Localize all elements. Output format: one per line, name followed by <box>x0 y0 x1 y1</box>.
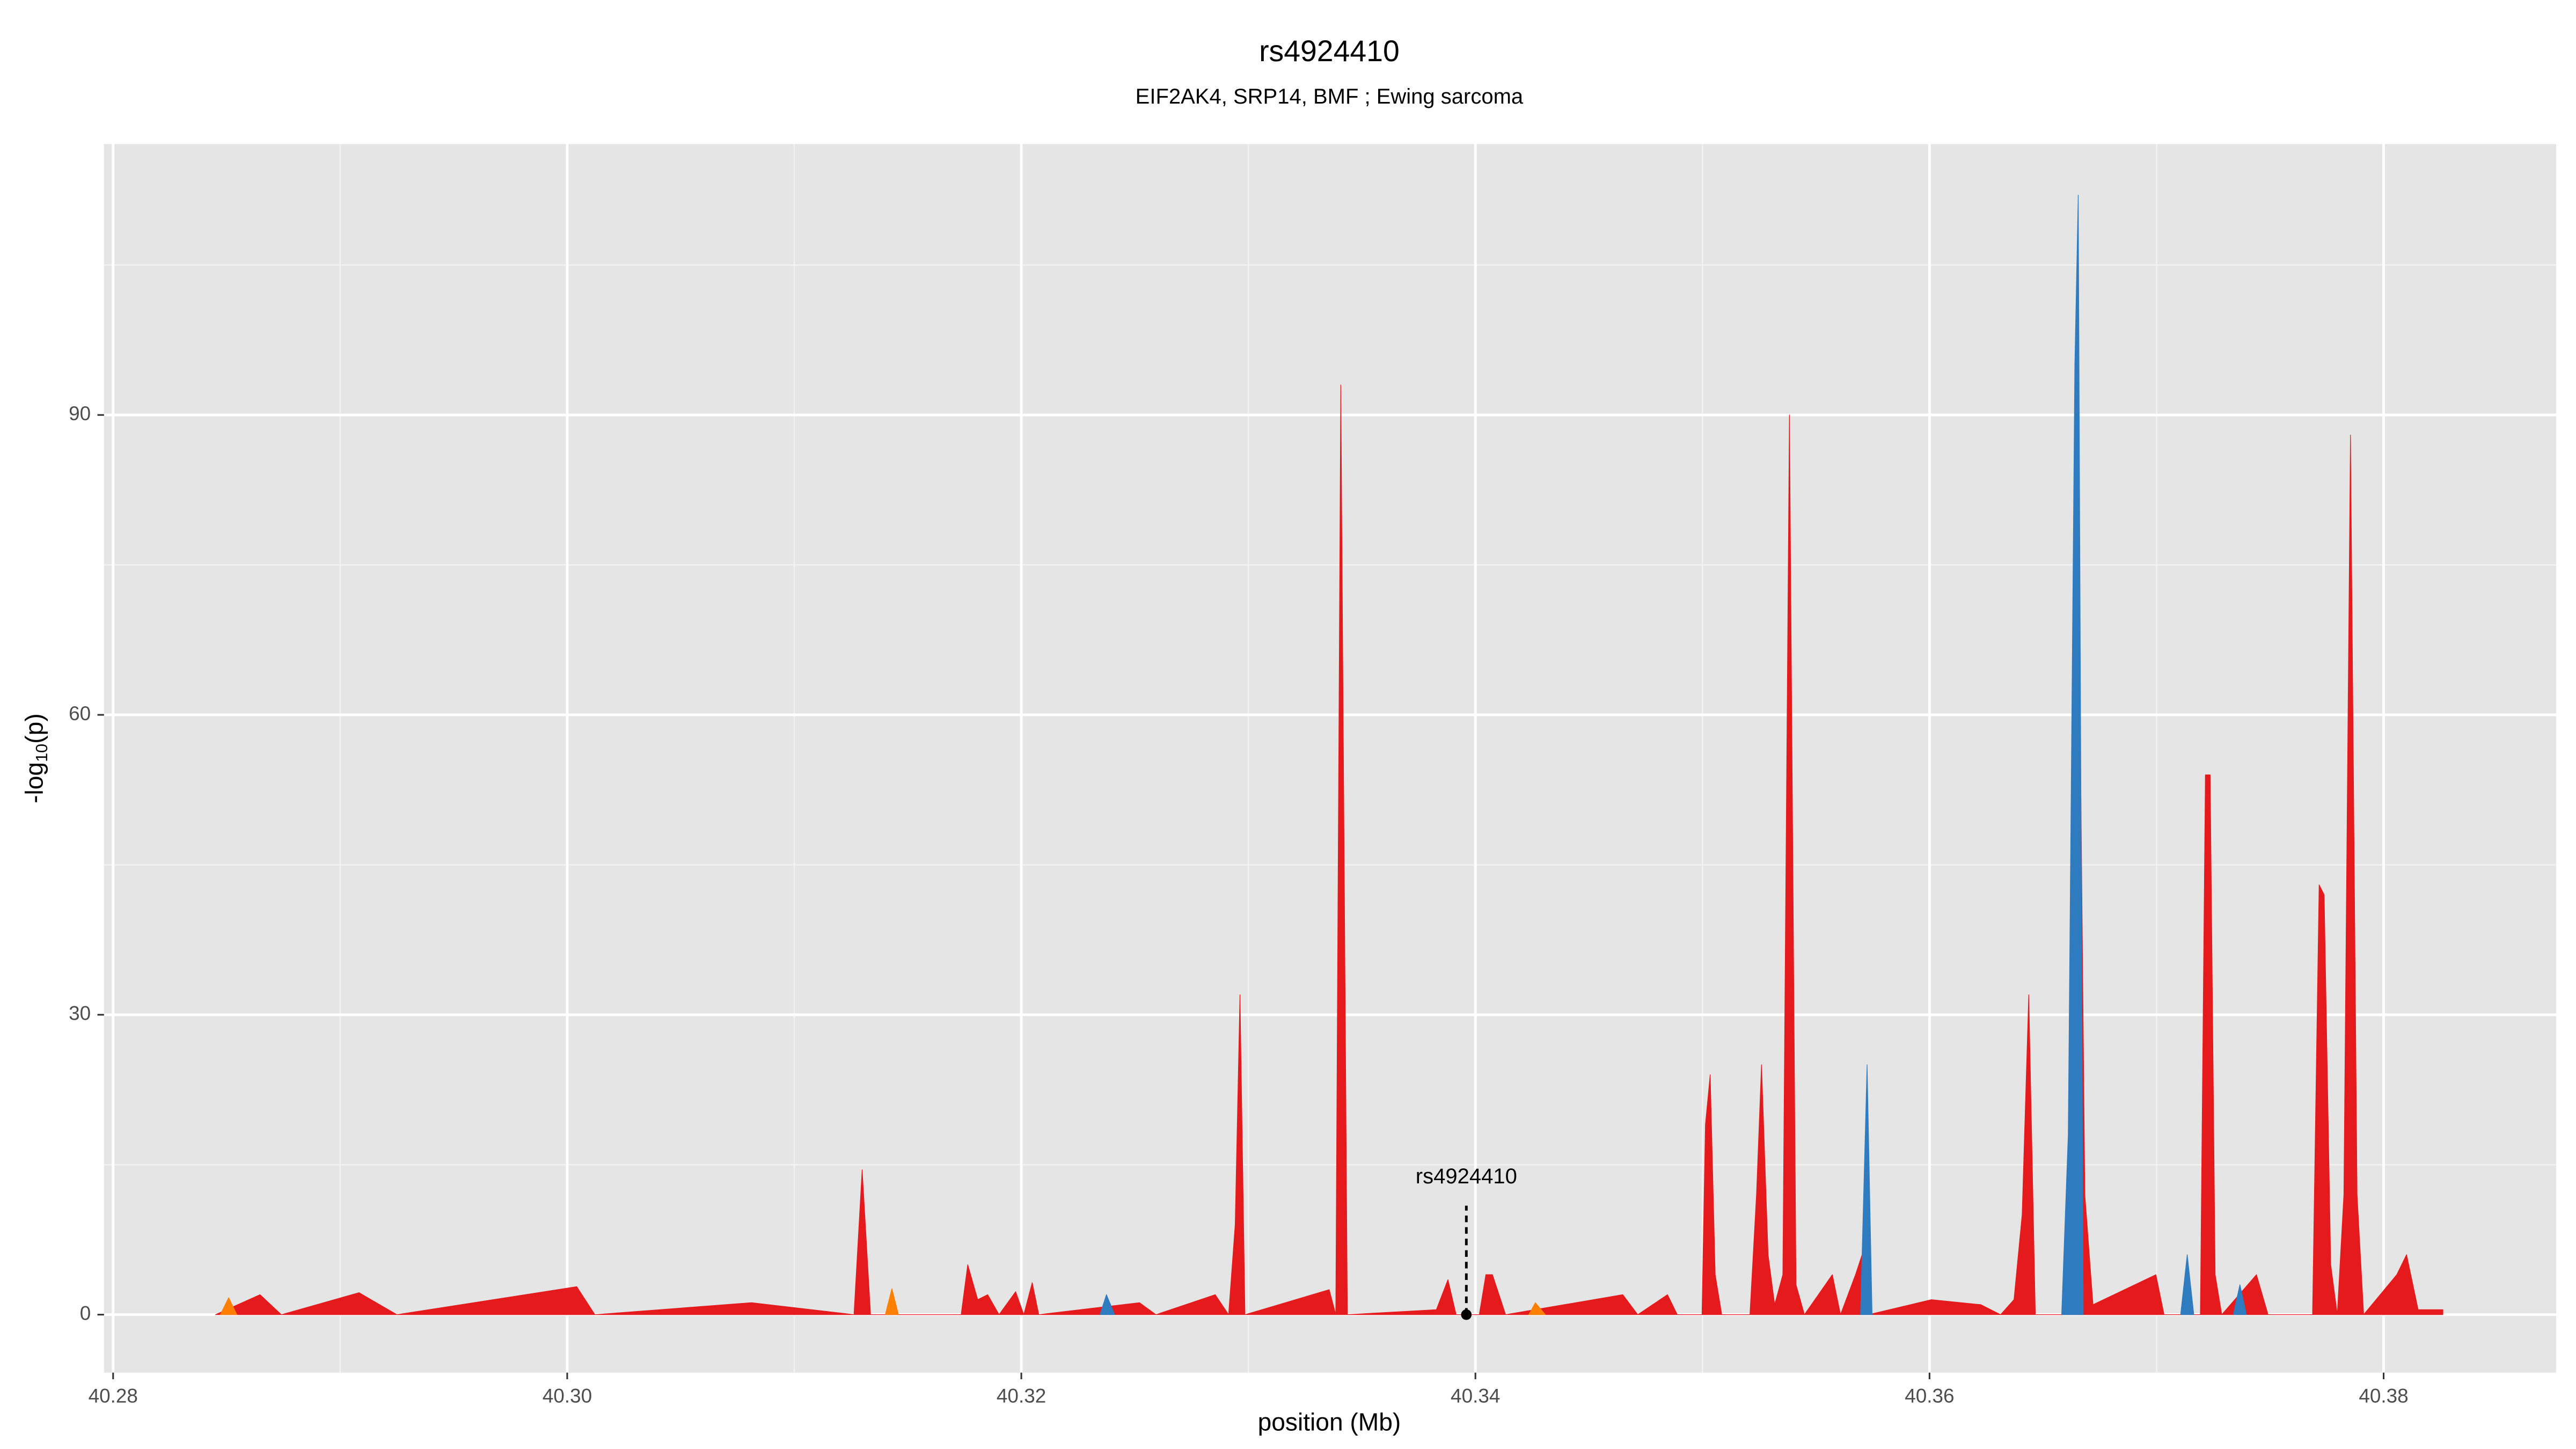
y-axis-title: -log10(p) <box>20 713 51 803</box>
y-tick-label: 0 <box>80 1302 91 1324</box>
area <box>1099 194 2247 1315</box>
grid <box>104 144 2557 1373</box>
area <box>219 1288 1546 1315</box>
y-axis-title-subscript: 10 <box>32 744 51 762</box>
axes: 40.28 40.30 40.32 40.34 40.36 40.38 0 30 60 90 <box>69 402 2409 1407</box>
x-axis-title: position (Mb) <box>1258 1408 1401 1436</box>
chart-title: rs4924410 <box>1259 34 1400 68</box>
x-tick-label: 40.36 <box>1905 1385 1954 1407</box>
annotation-point <box>1461 1309 1472 1320</box>
x-tick-label: 40.38 <box>2359 1385 2408 1407</box>
y-axis-title-part: (p) <box>20 713 48 743</box>
marks: rs4924410 <box>215 194 2443 1320</box>
y-tick-label: 90 <box>69 402 91 425</box>
y-tick-label: 30 <box>69 1002 91 1024</box>
x-tick-label: 40.32 <box>997 1385 1046 1407</box>
area <box>215 364 2443 1315</box>
annotation-label: rs4924410 <box>1416 1165 1517 1188</box>
x-tick-label: 40.34 <box>1451 1385 1500 1407</box>
y-axis-title-part: -log <box>20 762 48 803</box>
plot-panel <box>104 144 2557 1373</box>
x-tick-label: 40.30 <box>543 1385 592 1407</box>
x-tick-label: 40.28 <box>89 1385 138 1407</box>
y-tick-label: 60 <box>69 702 91 724</box>
chart-subtitle: EIF2AK4, SRP14, BMF ; Ewing sarcoma <box>1136 85 1524 108</box>
